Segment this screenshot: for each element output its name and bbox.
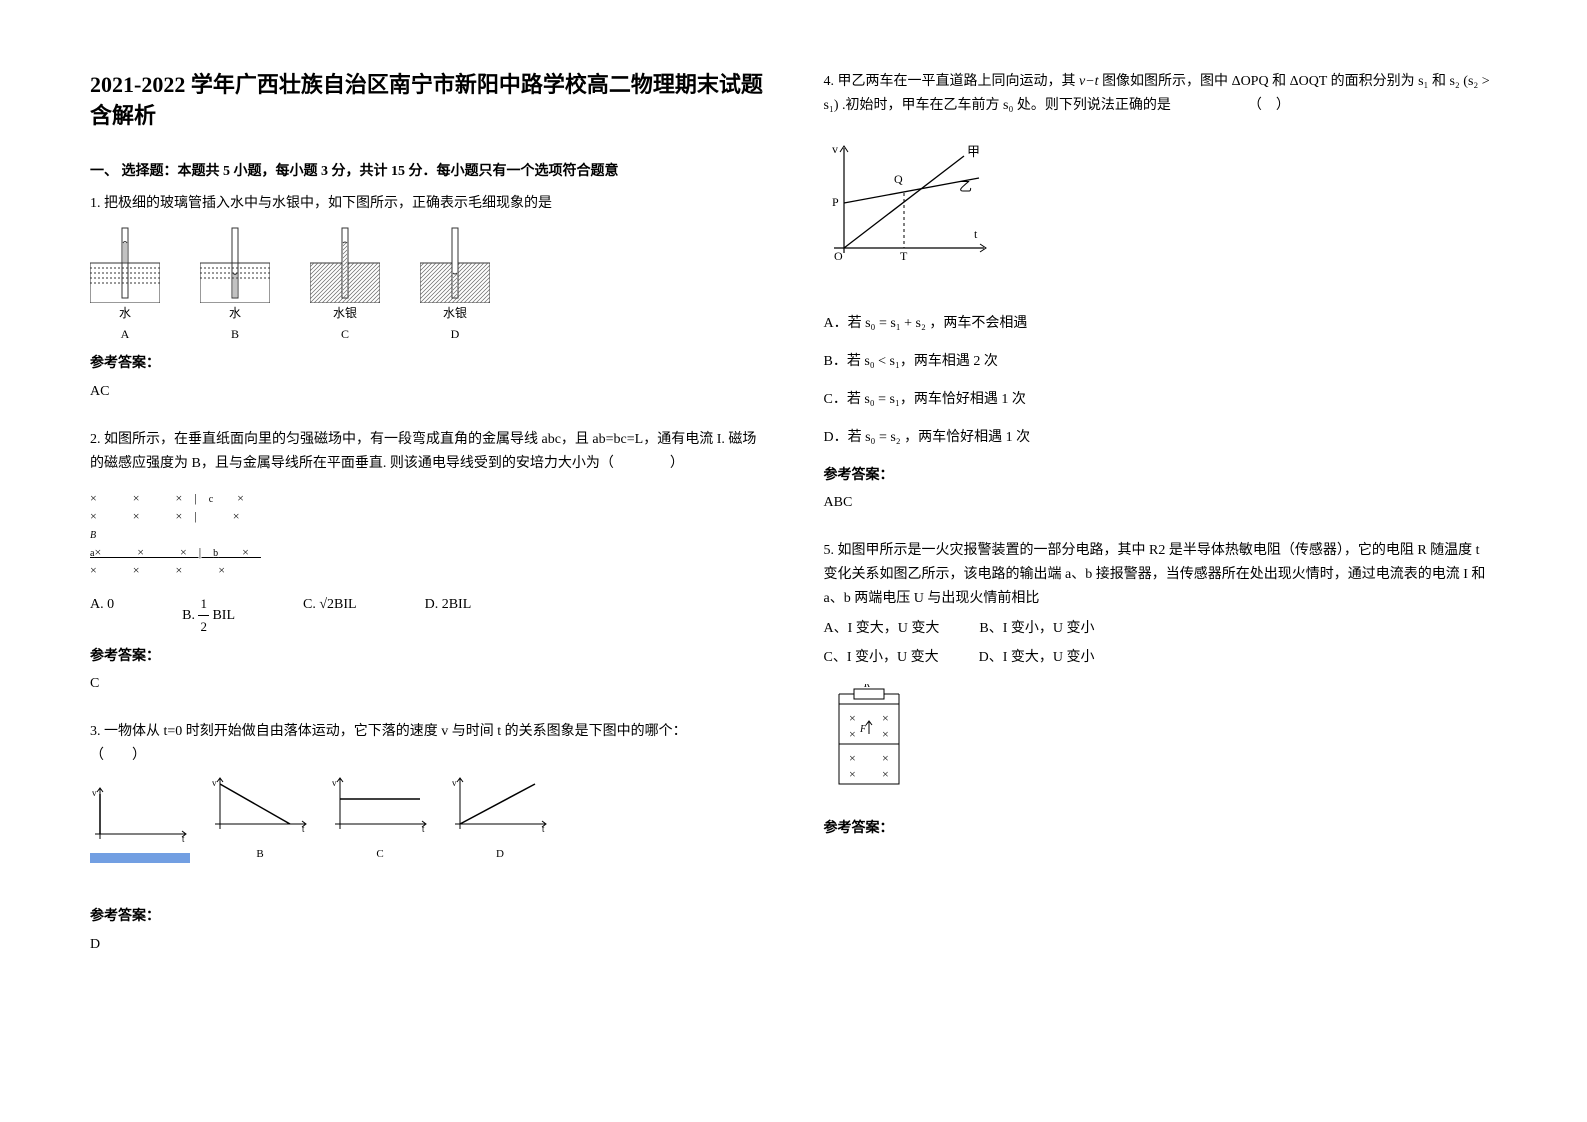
svg-text:×: × xyxy=(882,767,889,781)
svg-text:v: v xyxy=(332,778,337,788)
q4-opt-c: C．若 s₀ = s₁，两车恰好相遇 1 次 xyxy=(824,388,1498,412)
q3-graph-c: v t C xyxy=(330,774,430,863)
q4-opt-d: D．若 s₀ = s₂ ，两车恰好相遇 1 次 xyxy=(824,426,1498,450)
svg-text:×: × xyxy=(849,751,856,765)
q5-text: 5. 如图甲所示是一火灾报警装置的一部分电路，其中 R2 是半导体热敏电阻（传感… xyxy=(824,539,1498,610)
svg-text:×: × xyxy=(849,767,856,781)
q1-text: 1. 把极细的玻璃管插入水中与水银中，如下图所示，正确表示毛细现象的是 xyxy=(90,192,764,216)
q1-label-a: A xyxy=(121,324,130,344)
mercury-label-d: 水银 xyxy=(443,303,467,323)
svg-text:乙: 乙 xyxy=(959,179,972,194)
water-label-b: 水 xyxy=(229,303,241,323)
tube-b-svg xyxy=(200,223,270,303)
svg-text:×: × xyxy=(882,727,889,741)
tube-a-svg xyxy=(90,223,160,303)
q4-figure: v t O T P Q 甲 乙 xyxy=(824,138,994,268)
svg-text:v: v xyxy=(832,142,838,156)
q1-answer-label: 参考答案： xyxy=(90,352,764,376)
svg-text:Q: Q xyxy=(894,172,903,186)
q2-opt-b: B. 12 BIL xyxy=(182,593,235,638)
q5-opt-a: A、I 变大，U 变大 xyxy=(824,617,940,641)
mercury-label-c: 水银 xyxy=(333,303,357,323)
svg-text:F: F xyxy=(859,724,867,735)
svg-text:O: O xyxy=(834,249,843,263)
q4-text: 4. 甲乙两车在一平直道路上同向运动，其 v−t 图像如图所示，图中 ΔOPQ … xyxy=(824,70,1498,118)
q5-opt-d: D、I 变大，U 变小 xyxy=(979,646,1095,670)
q4-opt-b: B．若 s₀ < s₁，两车相遇 2 次 xyxy=(824,350,1498,374)
q4-answer-label: 参考答案： xyxy=(824,464,1498,488)
svg-text:P: P xyxy=(832,195,839,209)
q1-label-d: D xyxy=(451,324,460,344)
q1-label-b: B xyxy=(231,324,239,344)
q1-answer: AC xyxy=(90,380,764,404)
q3-graph-d: v t D xyxy=(450,774,550,863)
red-bar-icon xyxy=(90,853,190,863)
svg-text:R: R xyxy=(863,684,870,690)
left-column: 2021-2022 学年广西壮族自治区南宁市新阳中路学校高二物理期末试题含解析 … xyxy=(90,70,764,1052)
fraction-half: 12 xyxy=(198,593,209,638)
page-title: 2021-2022 学年广西壮族自治区南宁市新阳中路学校高二物理期末试题含解析 xyxy=(90,70,764,132)
q3-text: 3. 一物体从 t=0 时刻开始做自由落体运动，它下落的速度 v 与时间 t 的… xyxy=(90,720,764,768)
question-2: 2. 如图所示，在垂直纸面向里的匀强磁场中，有一段弯成直角的金属导线 abc，且… xyxy=(90,428,764,706)
q2-answer-label: 参考答案： xyxy=(90,645,764,669)
question-4: 4. 甲乙两车在一平直道路上同向运动，其 v−t 图像如图所示，图中 ΔOPQ … xyxy=(824,70,1498,525)
tube-d-svg xyxy=(420,223,490,303)
tube-c-svg xyxy=(310,223,380,303)
q2-options: A. 0 B. 12 BIL C. √2BIL D. 2BIL xyxy=(90,593,764,638)
svg-text:×: × xyxy=(849,727,856,741)
q5-options-row2: C、I 变小，U 变大 D、I 变大，U 变小 xyxy=(824,646,1498,670)
q5-opt-b: B、I 变小，U 变小 xyxy=(979,617,1094,641)
water-label-a: 水 xyxy=(119,303,131,323)
q1-tube-d: 水银 D xyxy=(420,223,490,344)
q5-options-row1: A、I 变大，U 变大 B、I 变小，U 变小 xyxy=(824,617,1498,641)
q2-opt-b-tail: BIL xyxy=(212,608,235,623)
q4-answer: ABC xyxy=(824,491,1498,515)
q1-tube-a: 水 A xyxy=(90,223,160,344)
svg-text:t: t xyxy=(974,227,978,241)
q2-answer: C xyxy=(90,672,764,696)
svg-text:×: × xyxy=(882,751,889,765)
q4-opt-a: A．若 s₀ = s₁ + s₂ ，两车不会相遇 xyxy=(824,312,1498,336)
question-1: 1. 把极细的玻璃管插入水中与水银中，如下图所示，正确表示毛细现象的是 水 A xyxy=(90,192,764,414)
question-3: 3. 一物体从 t=0 时刻开始做自由落体运动，它下落的速度 v 与时间 t 的… xyxy=(90,720,764,967)
q1-label-c: C xyxy=(341,324,349,344)
svg-text:×: × xyxy=(849,711,856,725)
svg-text:v: v xyxy=(92,788,97,798)
question-5: 5. 如图甲所示是一火灾报警装置的一部分电路，其中 R2 是半导体热敏电阻（传感… xyxy=(824,539,1498,845)
q5-figure: R × × × × F × × × × xyxy=(824,684,914,794)
svg-text:v: v xyxy=(212,778,217,788)
svg-text:T: T xyxy=(900,249,908,263)
q1-tube-c: 水银 C xyxy=(310,223,380,344)
q2-figure: × × ×|c × × × ×| ×B a× × ×|b × × × × × xyxy=(90,489,261,579)
q3-figure: v t v t B xyxy=(90,774,764,863)
q2-opt-d: D. 2BIL xyxy=(425,593,472,638)
q1-figure: 水 A 水 B xyxy=(90,223,764,344)
svg-text:v: v xyxy=(452,778,457,788)
q2-opt-c: C. √2BIL xyxy=(303,593,357,638)
q3-graph-b: v t B xyxy=(210,774,310,863)
section-header: 一、 选择题：本题共 5 小题，每小题 3 分，共计 15 分．每小题只有一个选… xyxy=(90,160,764,180)
q3-answer: D xyxy=(90,933,764,957)
q2-text: 2. 如图所示，在垂直纸面向里的匀强磁场中，有一段弯成直角的金属导线 abc，且… xyxy=(90,428,764,476)
q5-answer-label: 参考答案： xyxy=(824,817,1498,841)
svg-text:甲: 甲 xyxy=(967,144,980,159)
q1-tube-b: 水 B xyxy=(200,223,270,344)
right-column: 4. 甲乙两车在一平直道路上同向运动，其 v−t 图像如图所示，图中 ΔOPQ … xyxy=(824,70,1498,1052)
svg-text:×: × xyxy=(882,711,889,725)
q2-opt-a: A. 0 xyxy=(90,593,114,638)
q3-graph-a: v t xyxy=(90,784,190,863)
q3-answer-label: 参考答案： xyxy=(90,905,764,929)
q5-opt-c: C、I 变小，U 变大 xyxy=(824,646,939,670)
